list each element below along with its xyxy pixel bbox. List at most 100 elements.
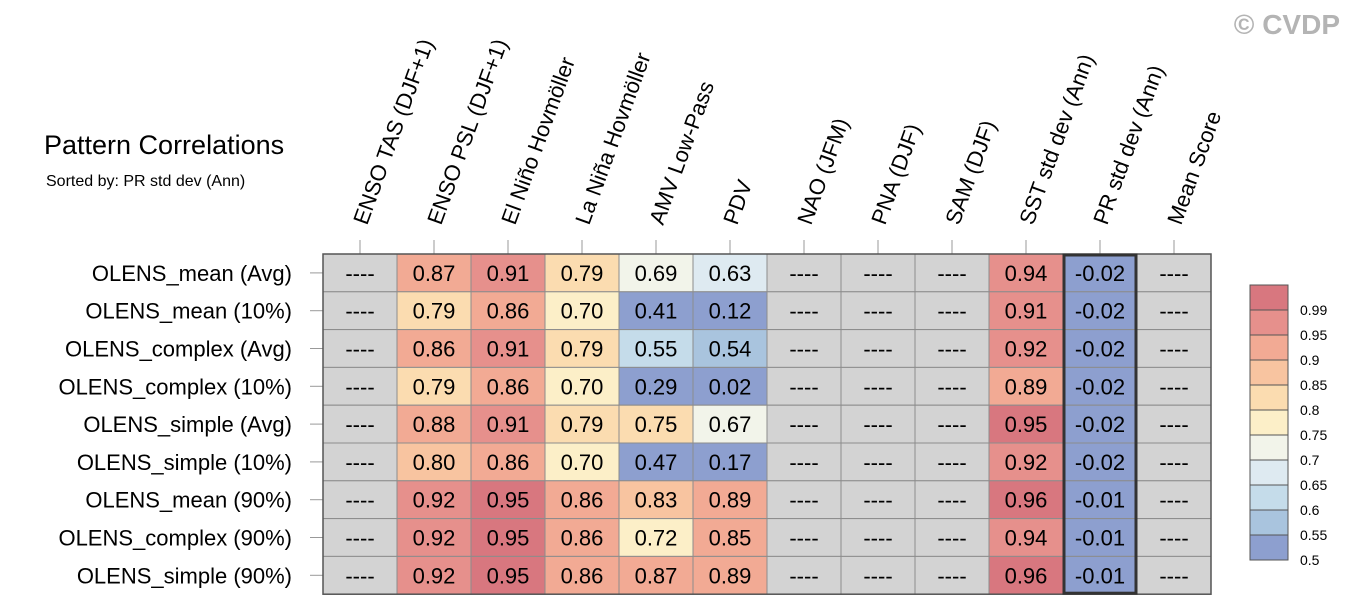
column-header: NAO (JFM) xyxy=(792,115,854,228)
cell-value: 0.80 xyxy=(413,450,456,475)
highlight-column xyxy=(1062,253,1138,595)
cell-value: 0.94 xyxy=(1005,526,1048,551)
cell-value: ---- xyxy=(1159,563,1188,588)
column-header: PR std dev (Ann) xyxy=(1088,62,1169,228)
table-cell xyxy=(766,329,842,368)
table-cell xyxy=(396,404,472,444)
table-cell xyxy=(1062,442,1138,482)
table-cell xyxy=(914,366,990,406)
cell-value: ---- xyxy=(789,299,818,324)
cell-value: 0.91 xyxy=(1005,299,1048,324)
table-cell xyxy=(470,291,546,331)
table-cell xyxy=(988,291,1064,331)
cell-value: ---- xyxy=(1159,374,1188,399)
table-border xyxy=(322,253,1212,595)
cell-value: 0.75 xyxy=(635,412,678,437)
cell-value: ---- xyxy=(1159,526,1188,551)
cell-value: ---- xyxy=(937,337,966,362)
table-cell xyxy=(766,366,842,406)
cell-value: 0.88 xyxy=(413,412,456,437)
cell-value: 0.87 xyxy=(413,261,456,286)
table-cell xyxy=(1062,404,1138,444)
cell-value: ---- xyxy=(789,450,818,475)
cell-value: 0.70 xyxy=(561,374,604,399)
cell-value: 0.79 xyxy=(413,374,456,399)
cell-value: 0.95 xyxy=(1005,412,1048,437)
column-header: PDV xyxy=(718,176,757,227)
row-label: OLENS_simple (Avg) xyxy=(83,412,292,437)
table-cell xyxy=(544,555,620,595)
cell-value: 0.86 xyxy=(487,450,530,475)
table-cell xyxy=(692,329,768,368)
table-cell xyxy=(396,291,472,331)
cell-value: ---- xyxy=(789,488,818,513)
column-header: PNA (DJF) xyxy=(866,120,925,227)
column-header: ENSO PSL (DJF+1) xyxy=(422,36,512,228)
cell-value: 0.55 xyxy=(635,337,678,362)
cell-value: 0.94 xyxy=(1005,261,1048,286)
cell-value: ---- xyxy=(937,526,966,551)
cell-value: ---- xyxy=(937,488,966,513)
cell-value: ---- xyxy=(1159,299,1188,324)
chart-subtitle: Sorted by: PR std dev (Ann) xyxy=(46,173,245,190)
table-cell xyxy=(322,480,398,520)
legend-swatch xyxy=(1249,434,1289,461)
table-cell xyxy=(470,404,546,444)
table-cells: ---- 0.87 0.91 0.79 0.69 0.63 ---- ---- ---- 0.94… xyxy=(322,253,1212,595)
cell-value: 0.47 xyxy=(635,450,678,475)
table-cell xyxy=(396,518,472,557)
cell-value: 0.95 xyxy=(487,488,530,513)
cell-value: 0.87 xyxy=(635,563,678,588)
table-cell xyxy=(692,404,768,444)
column-header: SST std dev (Ann) xyxy=(1014,51,1099,228)
cell-value: ---- xyxy=(863,337,892,362)
cell-value: ---- xyxy=(863,488,892,513)
legend-label: 0.8 xyxy=(1300,402,1320,418)
cell-value: 0.89 xyxy=(709,488,752,513)
cell-value: 0.92 xyxy=(1005,450,1048,475)
legend-swatch xyxy=(1249,459,1289,486)
table-cell xyxy=(914,555,990,595)
cell-value: -0.02 xyxy=(1075,261,1125,286)
cell-value: 0.79 xyxy=(561,261,604,286)
cell-value: 0.54 xyxy=(709,337,752,362)
legend-label: 0.85 xyxy=(1300,377,1327,393)
table-cell xyxy=(766,480,842,520)
watermark: © CVDP xyxy=(1234,9,1340,40)
cell-value: ---- xyxy=(345,337,374,362)
legend-label: 0.5 xyxy=(1300,552,1320,568)
cell-value: 0.86 xyxy=(561,563,604,588)
cell-value: 0.86 xyxy=(561,488,604,513)
legend-swatch xyxy=(1249,384,1289,411)
chart-title: Pattern Correlations xyxy=(44,130,284,160)
cell-value: 0.86 xyxy=(487,374,530,399)
cell-value: ---- xyxy=(937,261,966,286)
legend-swatch xyxy=(1249,484,1289,511)
cell-value: ---- xyxy=(789,412,818,437)
table-cell xyxy=(470,518,546,557)
table-cell xyxy=(1062,329,1138,368)
cell-value: 0.92 xyxy=(413,526,456,551)
table-cell xyxy=(396,480,472,520)
table-cell xyxy=(840,291,916,331)
cell-value: 0.91 xyxy=(487,337,530,362)
table-cell xyxy=(544,291,620,331)
table-cell xyxy=(618,329,694,368)
table-cell xyxy=(914,518,990,557)
table-cell xyxy=(840,366,916,406)
cell-value: 0.12 xyxy=(709,299,752,324)
cell-value: -0.01 xyxy=(1075,563,1125,588)
cell-value: ---- xyxy=(937,563,966,588)
table-cell xyxy=(766,404,842,444)
legend-swatch xyxy=(1249,409,1289,436)
table-cell xyxy=(544,366,620,406)
cell-value: 0.17 xyxy=(709,450,752,475)
cell-value: 0.96 xyxy=(1005,563,1048,588)
table-cell xyxy=(840,555,916,595)
cell-value: ---- xyxy=(1159,488,1188,513)
cell-value: ---- xyxy=(863,412,892,437)
cell-value: ---- xyxy=(863,374,892,399)
table-cell xyxy=(988,442,1064,482)
cell-value: 0.92 xyxy=(413,488,456,513)
table-cell xyxy=(618,366,694,406)
